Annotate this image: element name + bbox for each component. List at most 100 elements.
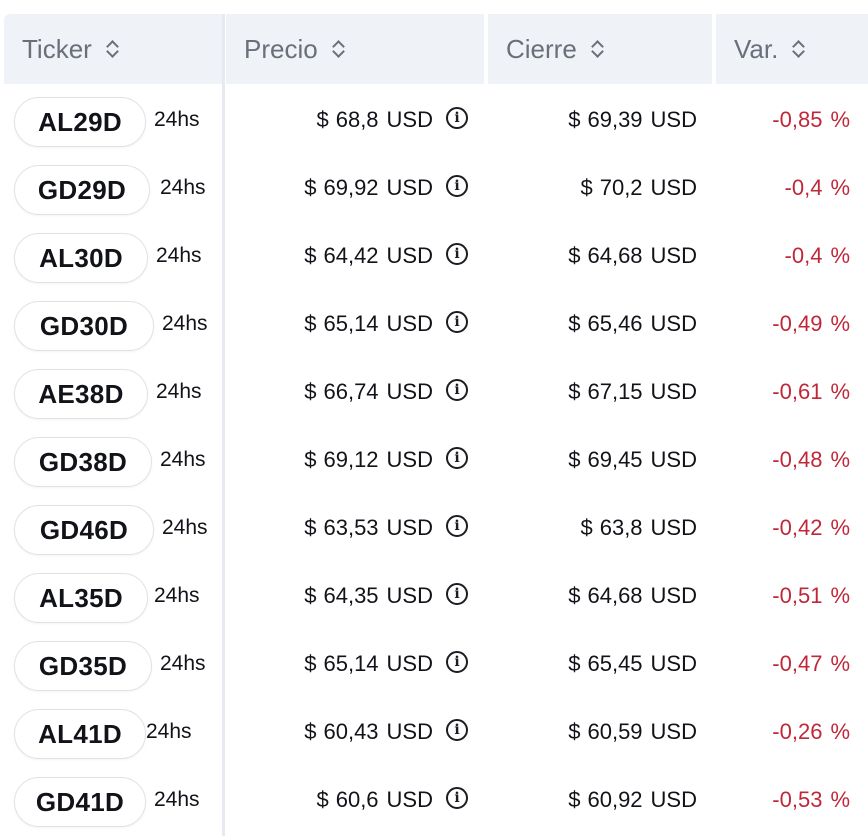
variation-value: -0,49 [772, 311, 823, 336]
info-glyph: i [454, 178, 460, 194]
table-row[interactable]: AL29D 24hs $68,8 USD i $69,39 USD -0,85% [4, 86, 868, 154]
variation-value: -0,42 [772, 515, 823, 540]
column-header-cierre[interactable]: Cierre [488, 14, 712, 84]
close-cell: $64,68 USD [568, 222, 702, 290]
ticker-pill[interactable]: GD35D [14, 641, 152, 691]
ticker-pill[interactable]: GD46D [14, 505, 154, 555]
table-row[interactable]: GD35D 24hs $65,14 USD i $65,45 USD -0,47% [4, 630, 868, 698]
info-icon[interactable]: i [446, 311, 468, 333]
ticker-pill[interactable]: AL30D [14, 233, 148, 283]
variation-cell: -0,85% [772, 86, 850, 154]
percent-sign: % [830, 787, 850, 812]
price-unit: USD [386, 447, 433, 472]
variation-value: -0,61 [772, 379, 823, 404]
table-row[interactable]: AL35D 24hs $64,35 USD i $64,68 USD -0,51% [4, 562, 868, 630]
price-value: 65,14 [323, 651, 379, 676]
price-value: 63,53 [323, 515, 379, 540]
table-row[interactable]: AE38D 24hs $66,74 USD i $67,15 USD -0,61% [4, 358, 868, 426]
close-value: 65,46 [587, 311, 643, 336]
sort-icon[interactable] [792, 39, 806, 59]
ticker-pill[interactable]: GD30D [14, 301, 154, 351]
close-unit: USD [650, 107, 697, 132]
column-header-ticker[interactable]: Ticker [4, 14, 222, 84]
info-glyph: i [454, 790, 460, 806]
info-icon[interactable]: i [446, 651, 468, 673]
variation-value: -0,4 [784, 175, 823, 200]
ticker-pill[interactable]: AL41D [14, 709, 146, 759]
ticker-label: AL41D [38, 718, 122, 749]
currency-symbol: $ [580, 175, 593, 200]
currency-symbol: $ [568, 719, 581, 744]
info-icon[interactable]: i [446, 379, 468, 401]
variation-cell: -0,53% [772, 766, 850, 834]
info-glyph: i [454, 654, 460, 670]
variation-cell: -0,26% [772, 698, 850, 766]
ticker-label: AL35D [39, 582, 123, 613]
column-header-var[interactable]: Var. [716, 14, 868, 84]
settlement-term: 24hs [154, 788, 200, 811]
ticker-label: GD41D [35, 786, 125, 817]
currency-symbol: $ [568, 379, 581, 404]
info-icon[interactable]: i [446, 447, 468, 469]
ticker-pill[interactable]: GD41D [14, 777, 146, 827]
close-unit: USD [650, 311, 697, 336]
settlement-term: 24hs [154, 108, 200, 131]
info-glyph: i [454, 382, 460, 398]
price-unit: USD [386, 787, 433, 812]
table-row[interactable]: GD41D 24hs $60,6 USD i $60,92 USD -0,53% [4, 766, 868, 834]
settlement-term: 24hs [154, 584, 200, 607]
ticker-label: GD38D [38, 446, 128, 477]
ticker-pill[interactable]: AL35D [14, 573, 148, 623]
close-value: 63,8 [599, 515, 643, 540]
close-unit: USD [650, 379, 697, 404]
currency-symbol: $ [304, 311, 317, 336]
price-value: 69,92 [323, 175, 379, 200]
info-icon[interactable]: i [446, 175, 468, 197]
currency-symbol: $ [304, 515, 317, 540]
info-icon[interactable]: i [446, 719, 468, 741]
ticker-pill[interactable]: GD29D [14, 165, 150, 215]
table-row[interactable]: GD46D 24hs $63,53 USD i $63,8 USD -0,42% [4, 494, 868, 562]
price-unit: USD [386, 243, 433, 268]
sort-icon[interactable] [106, 39, 120, 59]
table-row[interactable]: AL30D 24hs $64,42 USD i $64,68 USD -0,4% [4, 222, 868, 290]
ticker-label: AL30D [39, 242, 123, 273]
currency-symbol: $ [568, 787, 581, 812]
column-header-precio[interactable]: Precio [226, 14, 484, 84]
info-icon[interactable]: i [446, 243, 468, 265]
price-value: 60,43 [323, 719, 379, 744]
currency-symbol: $ [568, 651, 581, 676]
info-icon[interactable]: i [446, 107, 468, 129]
currency-symbol: $ [304, 447, 317, 472]
price-cell: $65,14 USD [304, 290, 438, 358]
price-cell: $63,53 USD [304, 494, 438, 562]
info-icon[interactable]: i [446, 515, 468, 537]
percent-sign: % [830, 719, 850, 744]
variation-cell: -0,4% [785, 222, 850, 290]
close-unit: USD [650, 175, 697, 200]
ticker-label: GD30D [39, 310, 129, 341]
currency-symbol: $ [304, 243, 317, 268]
ticker-pill[interactable]: AL29D [14, 97, 146, 147]
table-row[interactable]: GD30D 24hs $65,14 USD i $65,46 USD -0,49% [4, 290, 868, 358]
price-unit: USD [386, 107, 433, 132]
ticker-label: AL29D [38, 106, 122, 137]
price-unit: USD [386, 515, 433, 540]
ticker-label: AE38D [38, 378, 124, 409]
variation-cell: -0,42% [772, 494, 850, 562]
table-row[interactable]: AL41D 24hs $60,43 USD i $60,59 USD -0,26% [4, 698, 868, 766]
ticker-pill[interactable]: GD38D [14, 437, 152, 487]
ticker-pill[interactable]: AE38D [14, 369, 148, 419]
table-row[interactable]: GD38D 24hs $69,12 USD i $69,45 USD -0,48% [4, 426, 868, 494]
sort-icon[interactable] [332, 39, 346, 59]
info-icon[interactable]: i [446, 787, 468, 809]
sort-icon[interactable] [591, 39, 605, 59]
price-value: 65,14 [323, 311, 379, 336]
close-cell: $63,8 USD [580, 494, 702, 562]
table-row[interactable]: GD29D 24hs $69,92 USD i $70,2 USD -0,4% [4, 154, 868, 222]
percent-sign: % [830, 107, 850, 132]
percent-sign: % [830, 583, 850, 608]
column-header-label: Ticker [22, 33, 92, 64]
info-glyph: i [454, 246, 460, 262]
info-icon[interactable]: i [446, 583, 468, 605]
